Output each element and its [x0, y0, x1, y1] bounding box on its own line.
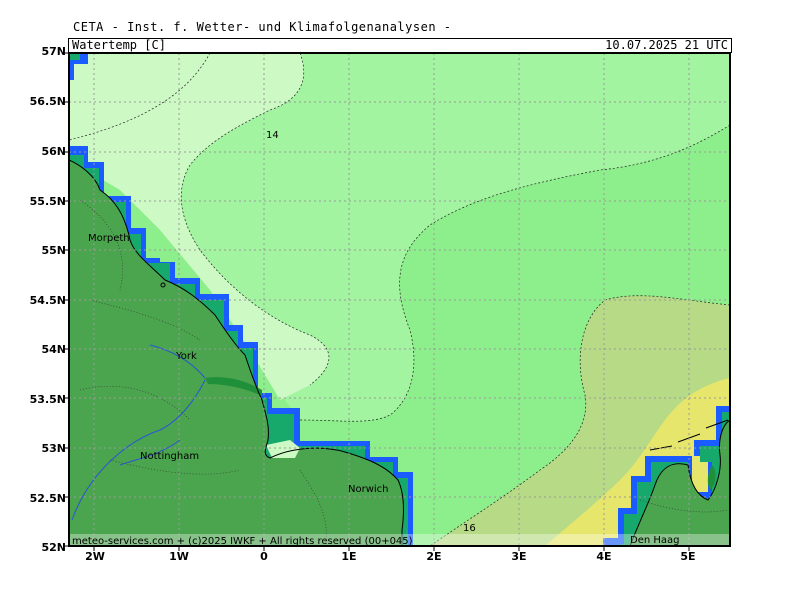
map-timestamp: 10.07.2025 21 UTC — [605, 38, 728, 52]
city-label: Morpeth — [88, 233, 130, 244]
lat-label: 54.5N — [29, 294, 66, 307]
lat-label: 52N — [41, 541, 66, 554]
lon-label: 4E — [596, 550, 612, 563]
axis-ticks — [64, 52, 690, 551]
lat-label: 57N — [41, 45, 66, 58]
lat-label: 55N — [41, 244, 66, 257]
sea-zone-mid — [69, 53, 730, 422]
land-scotland-green — [69, 53, 80, 60]
footer-copyright: meteo-services.com + (c)2025 IWKF + All … — [72, 536, 413, 547]
lat-label: 53.5N — [29, 393, 66, 406]
header-title: CETA - Inst. f. Wetter- und Klimafolgena… — [73, 20, 452, 34]
lon-label: 0 — [260, 550, 268, 563]
ijsselmeer — [707, 465, 716, 490]
contour-label: 14 — [266, 130, 279, 141]
coastline-britain — [69, 159, 404, 546]
lon-label: 5E — [680, 550, 696, 563]
lon-label: 3E — [511, 550, 527, 563]
coastline-nl — [629, 419, 730, 546]
lat-label: 56.5N — [29, 95, 66, 108]
city-label: Norwich — [348, 484, 389, 495]
admin-borders — [79, 199, 729, 546]
lon-label: 1E — [341, 550, 357, 563]
contours — [69, 53, 730, 546]
map-variable-label: Watertemp [C] — [72, 38, 166, 52]
contour-label: 16 — [463, 523, 476, 534]
footer-band — [69, 534, 730, 546]
lat-label: 54N — [41, 343, 66, 356]
land-netherlands — [630, 420, 730, 546]
city-label: Nottingham — [140, 451, 199, 462]
lat-label: 53N — [41, 442, 66, 455]
rivers — [71, 344, 206, 521]
lon-label: 1W — [169, 550, 189, 563]
lon-label: 2E — [426, 550, 442, 563]
lon-label: 2W — [85, 550, 105, 563]
humber-estuary — [205, 377, 262, 396]
graticule — [69, 53, 730, 546]
land-britain — [69, 160, 404, 546]
city-label: Den Haag — [630, 535, 680, 546]
the-wash — [266, 440, 300, 458]
lat-label: 55.5N — [29, 195, 66, 208]
lat-label: 52.5N — [29, 492, 66, 505]
lat-label: 56N — [41, 145, 66, 158]
city-markers — [160, 282, 166, 288]
city-label: York — [175, 351, 197, 362]
